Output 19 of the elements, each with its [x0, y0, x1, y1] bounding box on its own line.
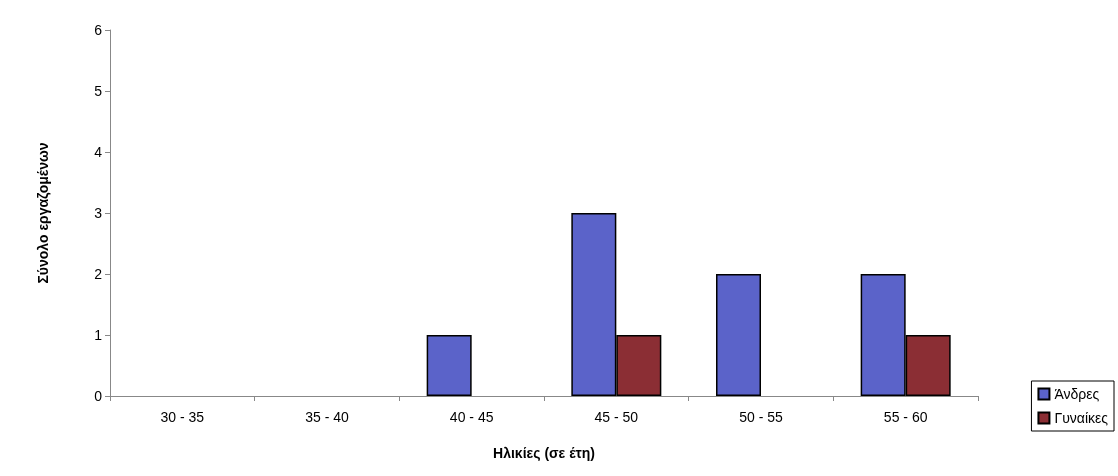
bar — [716, 274, 761, 396]
legend-label: Γυναίκες — [1054, 410, 1109, 426]
y-tick-label: 2 — [94, 266, 103, 282]
y-tick-label: 5 — [94, 83, 103, 99]
x-tick-label: 40 - 45 — [449, 409, 494, 425]
x-axis-title: Ηλικίες (σε έτη) — [493, 445, 595, 461]
legend-label: Άνδρες — [1054, 386, 1100, 402]
bar — [426, 335, 472, 396]
x-tick-label: 50 - 55 — [739, 409, 783, 425]
x-tick-label: 30 - 35 — [160, 409, 205, 425]
y-axis-title: Σύνολο εργαζομένων — [35, 142, 51, 284]
y-tick-label: 0 — [94, 388, 103, 404]
y-tick-label: 6 — [94, 22, 103, 38]
x-tick-label: 35 - 40 — [305, 409, 349, 425]
x-tick-label: 45 - 50 — [594, 409, 639, 425]
x-tick-label: 55 - 60 — [883, 409, 928, 425]
y-tick-label: 4 — [94, 144, 103, 160]
y-tick-label: 3 — [94, 205, 103, 221]
y-tick-label: 1 — [94, 327, 103, 343]
